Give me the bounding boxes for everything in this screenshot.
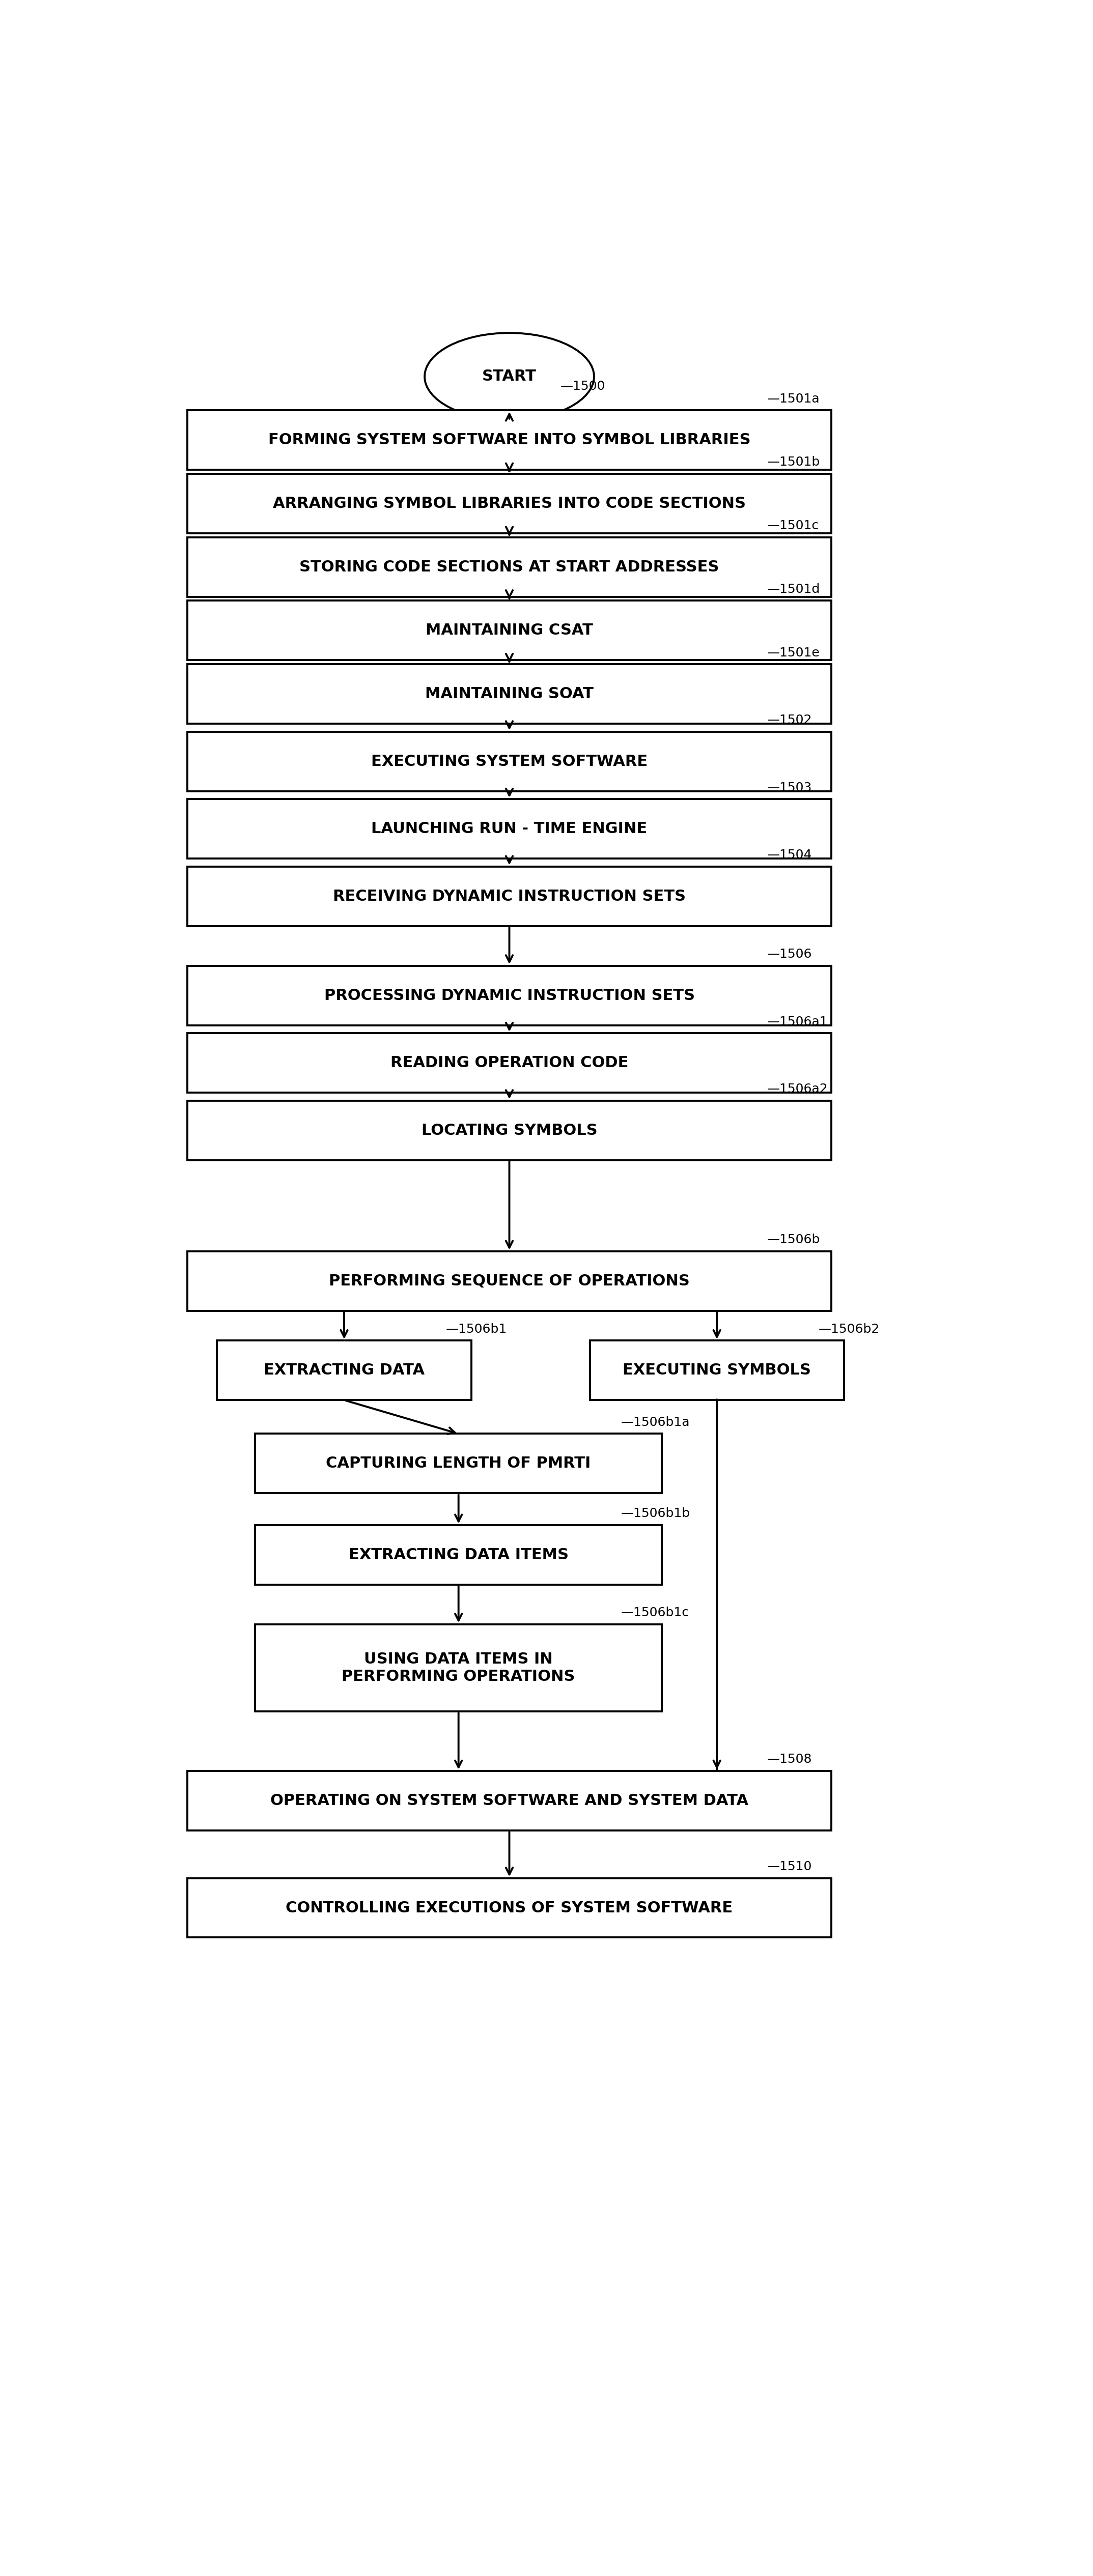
FancyBboxPatch shape (256, 1435, 661, 1494)
FancyBboxPatch shape (256, 1625, 661, 1710)
Text: USING DATA ITEMS IN
PERFORMING OPERATIONS: USING DATA ITEMS IN PERFORMING OPERATION… (342, 1651, 575, 1685)
Text: ARRANGING SYMBOL LIBRARIES INTO CODE SECTIONS: ARRANGING SYMBOL LIBRARIES INTO CODE SEC… (273, 497, 745, 510)
FancyBboxPatch shape (188, 410, 832, 469)
Text: —1506b1a: —1506b1a (621, 1417, 690, 1427)
Text: READING OPERATION CODE: READING OPERATION CODE (390, 1056, 628, 1069)
Ellipse shape (424, 332, 595, 420)
Text: —1502: —1502 (767, 714, 812, 726)
FancyBboxPatch shape (188, 665, 832, 724)
Text: MAINTAINING SOAT: MAINTAINING SOAT (425, 688, 593, 701)
FancyBboxPatch shape (188, 474, 832, 533)
Text: LAUNCHING RUN - TIME ENGINE: LAUNCHING RUN - TIME ENGINE (372, 822, 647, 837)
FancyBboxPatch shape (590, 1340, 844, 1401)
Text: —1501d: —1501d (767, 582, 820, 595)
FancyBboxPatch shape (188, 600, 832, 659)
FancyBboxPatch shape (188, 1770, 832, 1832)
Text: EXTRACTING DATA: EXTRACTING DATA (263, 1363, 424, 1378)
Text: PERFORMING SEQUENCE OF OPERATIONS: PERFORMING SEQUENCE OF OPERATIONS (329, 1273, 690, 1288)
Text: EXECUTING SYSTEM SOFTWARE: EXECUTING SYSTEM SOFTWARE (372, 755, 647, 768)
Text: —1506a2: —1506a2 (767, 1082, 827, 1095)
Text: FORMING SYSTEM SOFTWARE INTO SYMBOL LIBRARIES: FORMING SYSTEM SOFTWARE INTO SYMBOL LIBR… (268, 433, 751, 448)
FancyBboxPatch shape (188, 1252, 832, 1311)
Text: —1503: —1503 (767, 781, 812, 793)
Text: —1510: —1510 (767, 1860, 812, 1873)
FancyBboxPatch shape (188, 732, 832, 791)
FancyBboxPatch shape (188, 799, 832, 858)
FancyBboxPatch shape (188, 538, 832, 598)
FancyBboxPatch shape (188, 966, 832, 1025)
Text: —1506b1b: —1506b1b (621, 1507, 691, 1520)
Text: EXECUTING SYMBOLS: EXECUTING SYMBOLS (623, 1363, 811, 1378)
Text: —1506a1: —1506a1 (767, 1015, 827, 1028)
Text: —1500: —1500 (561, 381, 606, 392)
Text: —1506b2: —1506b2 (819, 1324, 880, 1334)
Text: —1504: —1504 (767, 850, 812, 860)
Text: LOCATING SYMBOLS: LOCATING SYMBOLS (422, 1123, 597, 1139)
FancyBboxPatch shape (188, 866, 832, 925)
Text: MAINTAINING CSAT: MAINTAINING CSAT (425, 623, 593, 639)
Text: —1506: —1506 (767, 948, 812, 961)
Text: EXTRACTING DATA ITEMS: EXTRACTING DATA ITEMS (349, 1548, 568, 1561)
Text: CAPTURING LENGTH OF PMRTI: CAPTURING LENGTH OF PMRTI (326, 1455, 591, 1471)
Text: —1508: —1508 (767, 1754, 812, 1765)
Text: —1501b: —1501b (767, 456, 820, 469)
FancyBboxPatch shape (256, 1525, 661, 1584)
Text: —1506b: —1506b (767, 1234, 820, 1247)
Text: —1501a: —1501a (767, 392, 820, 404)
Text: PROCESSING DYNAMIC INSTRUCTION SETS: PROCESSING DYNAMIC INSTRUCTION SETS (324, 989, 695, 1002)
Text: —1506b1c: —1506b1c (621, 1607, 690, 1618)
FancyBboxPatch shape (218, 1340, 471, 1401)
Text: START: START (482, 368, 537, 384)
FancyBboxPatch shape (188, 1100, 832, 1159)
Text: CONTROLLING EXECUTIONS OF SYSTEM SOFTWARE: CONTROLLING EXECUTIONS OF SYSTEM SOFTWAR… (285, 1901, 733, 1914)
Text: STORING CODE SECTIONS AT START ADDRESSES: STORING CODE SECTIONS AT START ADDRESSES (299, 559, 719, 574)
Text: OPERATING ON SYSTEM SOFTWARE AND SYSTEM DATA: OPERATING ON SYSTEM SOFTWARE AND SYSTEM … (270, 1793, 749, 1808)
Text: —1501e: —1501e (767, 647, 820, 659)
Text: RECEIVING DYNAMIC INSTRUCTION SETS: RECEIVING DYNAMIC INSTRUCTION SETS (333, 889, 685, 904)
Text: —1506b1: —1506b1 (446, 1324, 507, 1334)
FancyBboxPatch shape (188, 1878, 832, 1937)
Text: —1501c: —1501c (767, 520, 819, 531)
FancyBboxPatch shape (188, 1033, 832, 1092)
